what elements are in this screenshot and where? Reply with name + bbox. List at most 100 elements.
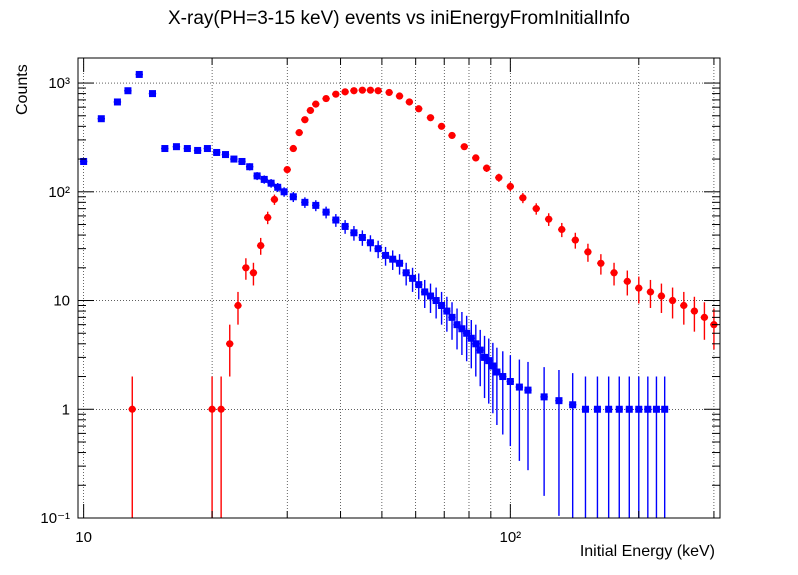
data-point [322, 94, 330, 103]
data-point [80, 157, 88, 165]
data-point [569, 401, 577, 409]
data-point [460, 143, 468, 151]
data-point [270, 195, 279, 204]
data-point [427, 292, 435, 300]
data-point [421, 288, 429, 296]
data-point [341, 88, 349, 96]
data-point [657, 292, 666, 300]
data-point [415, 281, 423, 289]
data-point [405, 98, 413, 106]
data-point [432, 297, 440, 305]
data-point [661, 405, 669, 413]
data-point [341, 222, 349, 230]
data-point [571, 236, 579, 244]
data-point [234, 301, 242, 310]
data-point [203, 145, 211, 153]
data-point [443, 307, 451, 315]
data-point [274, 183, 282, 191]
data-point [515, 383, 523, 391]
data-point [700, 313, 709, 321]
data-point [295, 129, 303, 137]
y-axis-label: Counts [14, 64, 31, 115]
data-point [217, 405, 225, 413]
data-point [306, 106, 315, 115]
data-point [208, 405, 216, 413]
data-point [246, 163, 254, 171]
data-point [593, 405, 601, 413]
data-point [581, 405, 589, 413]
data-point [289, 144, 297, 153]
data-point [463, 329, 471, 337]
data-point [448, 313, 456, 321]
data-point [481, 353, 489, 361]
data-point [476, 346, 484, 354]
data-point [312, 100, 320, 108]
data-point [366, 86, 375, 94]
data-point [283, 165, 291, 174]
data-point [358, 86, 366, 94]
data-point [493, 368, 501, 376]
data-point [646, 288, 655, 296]
data-point [532, 205, 540, 213]
data-point [540, 393, 548, 401]
data-point [280, 188, 288, 196]
data-point [472, 340, 480, 348]
data-point [635, 405, 643, 413]
data-point [161, 145, 169, 153]
y-tick-label: 10² [48, 184, 70, 201]
data-point [124, 87, 132, 95]
data-point [605, 405, 613, 413]
data-point [625, 405, 633, 413]
data-point [267, 179, 275, 187]
axis-ticks: 10 10² 10⁻¹ 1 10 10² 10³ [40, 58, 720, 546]
data-point [301, 116, 309, 124]
data-point [402, 269, 410, 277]
data-point [652, 405, 660, 413]
data-point [458, 325, 466, 333]
series-blue [79, 70, 669, 518]
data-point [128, 405, 136, 413]
data-point [230, 155, 238, 163]
data-point [253, 172, 261, 180]
data-point [221, 151, 229, 159]
y-tick-label: 1 [62, 401, 70, 418]
data-point [524, 386, 532, 394]
data-point [366, 239, 374, 247]
x-tick-label: 10² [499, 529, 521, 546]
data-point [597, 259, 605, 267]
data-point [415, 105, 423, 113]
data-point [289, 193, 297, 201]
data-point [135, 70, 143, 78]
data-point [467, 334, 475, 342]
data-point [395, 92, 404, 100]
data-point [448, 131, 456, 140]
data-point [396, 259, 404, 267]
data-point [374, 245, 382, 253]
data-point [257, 242, 265, 250]
data-point [385, 88, 393, 97]
data-point [610, 269, 618, 277]
data-point [506, 182, 514, 191]
data-point [635, 284, 643, 292]
data-point [668, 296, 677, 305]
data-point [183, 145, 191, 153]
data-point [358, 233, 366, 241]
data-point [97, 115, 105, 123]
data-point [690, 307, 698, 315]
chart-title: X-ray(PH=3-15 keV) events vs iniEnergyFr… [168, 8, 630, 29]
data-point [555, 397, 563, 405]
data-point [382, 251, 390, 259]
data-point [615, 405, 623, 413]
data-point [312, 201, 320, 209]
data-point [260, 175, 268, 183]
data-point [485, 357, 493, 365]
data-point [249, 269, 258, 277]
data-point [584, 248, 592, 256]
data-point [301, 198, 309, 206]
data-point [558, 225, 566, 234]
data-point [389, 255, 397, 263]
data-point [506, 378, 514, 386]
data-point [148, 90, 156, 98]
plot-frame [77, 57, 721, 519]
